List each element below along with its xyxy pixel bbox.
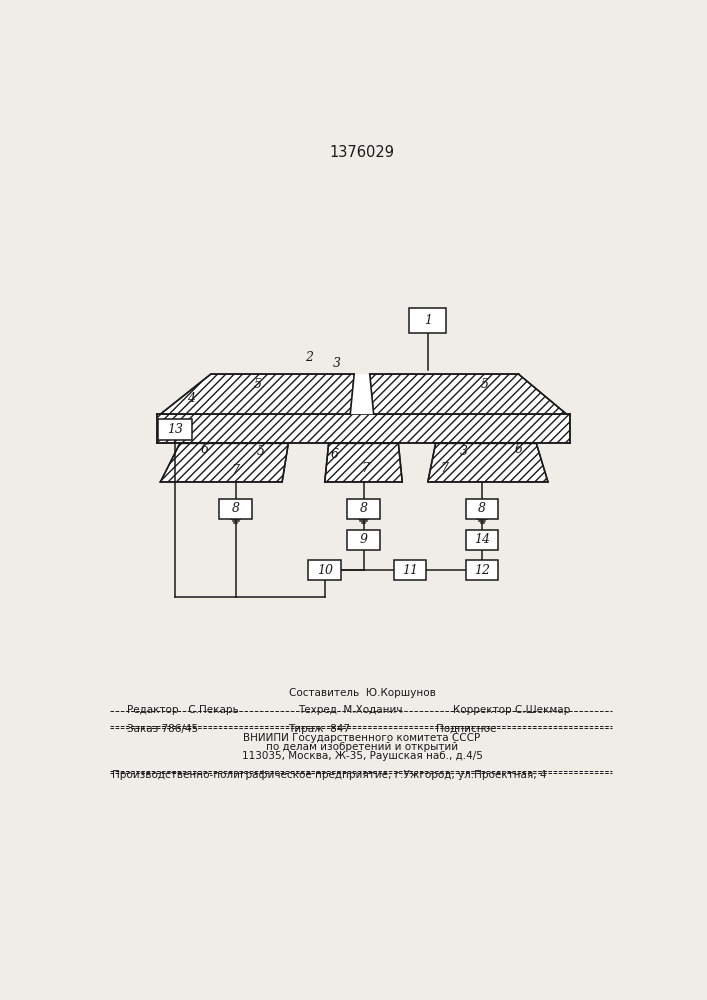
Polygon shape: [160, 443, 288, 482]
Text: 7: 7: [232, 464, 240, 477]
Text: Заказ 786/45: Заказ 786/45: [127, 724, 198, 734]
Polygon shape: [370, 374, 566, 414]
Bar: [466, 560, 498, 580]
Text: 2: 2: [305, 351, 313, 364]
Bar: [347, 499, 380, 519]
Text: Корректор С.Шекмар: Корректор С.Шекмар: [452, 705, 570, 715]
Text: 6: 6: [331, 448, 339, 461]
Text: 4: 4: [187, 392, 194, 405]
Text: 7: 7: [441, 462, 449, 475]
Text: Техред  М.Хoданич: Техред М.Хoданич: [298, 705, 402, 715]
Text: 14: 14: [474, 533, 490, 546]
Bar: [347, 530, 380, 550]
Text: 113035, Москва, Ж-35, Раушская наб., д.4/5: 113035, Москва, Ж-35, Раушская наб., д.4…: [242, 751, 482, 761]
Text: 3: 3: [332, 357, 340, 370]
Bar: [219, 499, 252, 519]
Text: 8: 8: [478, 502, 486, 515]
Text: 12: 12: [474, 564, 490, 577]
Text: 9: 9: [359, 533, 368, 546]
Polygon shape: [428, 443, 548, 482]
Text: по делам изобретений и открытий: по делам изобретений и открытий: [266, 742, 458, 752]
Text: Подписное: Подписное: [436, 724, 496, 734]
Text: Составитель  Ю.Коршунов: Составитель Ю.Коршунов: [288, 688, 436, 698]
Bar: [466, 530, 498, 550]
Text: 6: 6: [515, 443, 522, 456]
Text: 6: 6: [201, 443, 209, 456]
Polygon shape: [156, 414, 571, 443]
Text: 1: 1: [423, 314, 432, 327]
Bar: [308, 560, 341, 580]
Bar: [394, 560, 426, 580]
Text: ВНИИПИ Государственного комитета СССР: ВНИИПИ Государственного комитета СССР: [243, 733, 481, 743]
Polygon shape: [160, 374, 354, 414]
Text: 5: 5: [257, 445, 264, 458]
Polygon shape: [351, 374, 373, 414]
Text: 5: 5: [481, 378, 489, 391]
Text: Тираж  847: Тираж 847: [288, 724, 351, 734]
Bar: [409, 308, 446, 333]
Text: 1376029: 1376029: [329, 145, 395, 160]
Text: 3: 3: [460, 445, 467, 458]
Text: 8: 8: [359, 502, 368, 515]
Bar: [158, 419, 192, 440]
Bar: [466, 499, 498, 519]
Text: 7: 7: [362, 462, 370, 475]
Text: 5: 5: [253, 378, 262, 391]
Text: 8: 8: [232, 502, 240, 515]
Text: 13: 13: [167, 423, 183, 436]
Text: 10: 10: [317, 564, 333, 577]
Text: 11: 11: [402, 564, 418, 577]
Polygon shape: [325, 443, 402, 482]
Text: Производственно-полиграфическое предприятие, г.Ужгород, ул.Проектная, 4: Производственно-полиграфическое предприя…: [112, 770, 546, 780]
Text: Редактор   С.Пекарь: Редактор С.Пекарь: [127, 705, 239, 715]
